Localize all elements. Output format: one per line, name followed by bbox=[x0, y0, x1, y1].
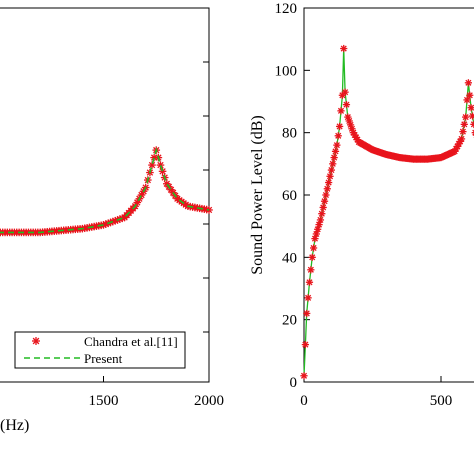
legend-marker-chandra bbox=[32, 337, 40, 345]
right-data-marker bbox=[337, 107, 345, 115]
right-data-marker bbox=[467, 104, 474, 112]
right-data-marker bbox=[329, 160, 337, 168]
left-data-marker bbox=[156, 161, 165, 169]
left-series bbox=[0, 146, 213, 237]
right-data-marker bbox=[466, 91, 474, 99]
legend-asterisk-icon bbox=[32, 337, 40, 345]
right-data-marker bbox=[333, 141, 341, 149]
right-data-marker bbox=[464, 79, 472, 87]
right-data-marker bbox=[308, 253, 316, 261]
legend-label-present: Present bbox=[84, 351, 123, 366]
right-data-marker bbox=[320, 197, 329, 205]
right-y-tick-label: 60 bbox=[282, 188, 297, 204]
right-data-marker bbox=[330, 154, 338, 162]
right-data-marker bbox=[307, 266, 315, 274]
right-data-marker bbox=[331, 147, 340, 155]
right-data-marker bbox=[304, 294, 312, 302]
right-data-marker bbox=[340, 44, 348, 53]
right-data-marker bbox=[318, 210, 326, 218]
right-y-tick-label: 0 bbox=[290, 375, 298, 391]
right-y-tick-label: 20 bbox=[282, 313, 297, 329]
right-data-marker bbox=[462, 113, 470, 121]
right-data-marker bbox=[322, 191, 330, 199]
right-data-marker bbox=[470, 120, 474, 128]
right-data-marker bbox=[316, 216, 325, 224]
right-present-line bbox=[303, 48, 474, 376]
right-series bbox=[300, 44, 474, 380]
left-x-axis-label: (Hz) bbox=[0, 417, 29, 434]
right-x-tick-label: 0 bbox=[300, 393, 308, 409]
right-data-marker bbox=[325, 178, 333, 187]
left-ticks: 1500 2000 bbox=[89, 61, 224, 409]
right-y-axis-label: Sound Power Level (dB) bbox=[249, 115, 266, 275]
right-data-marker bbox=[342, 101, 351, 109]
right-data-marker bbox=[323, 185, 331, 193]
right-y-tick-label: 120 bbox=[275, 1, 298, 17]
left-panel: 1500 2000 (Hz) Chandra et al.[11] Present bbox=[0, 7, 224, 434]
right-data-marker bbox=[341, 88, 349, 96]
right-data-marker bbox=[309, 244, 318, 252]
right-data-marker bbox=[457, 135, 466, 143]
left-x-tick-label: 2000 bbox=[194, 393, 224, 409]
right-data-marker bbox=[334, 132, 342, 140]
legend-box bbox=[14, 331, 186, 369]
right-data-marker bbox=[300, 372, 308, 380]
right-data-marker bbox=[459, 128, 467, 136]
right-data-marker bbox=[327, 166, 335, 174]
left-present-line bbox=[0, 147, 210, 234]
legend-label-chandra: Chandra et al.[11] bbox=[84, 334, 178, 349]
right-data-marker bbox=[468, 112, 474, 120]
right-ticks: 0 20 40 60 80 100 120 0 500 bbox=[275, 1, 453, 409]
right-y-tick-label: 100 bbox=[275, 63, 298, 79]
right-data-marker bbox=[305, 278, 314, 286]
right-data-marker bbox=[326, 172, 334, 180]
legend: Chandra et al.[11] Present bbox=[14, 331, 186, 369]
right-data-marker bbox=[301, 341, 309, 349]
right-data-marker bbox=[336, 122, 344, 131]
right-y-tick-label: 80 bbox=[282, 126, 297, 142]
left-x-tick-label: 1500 bbox=[89, 393, 119, 409]
right-data-marker bbox=[319, 203, 327, 212]
right-y-tick-label: 40 bbox=[282, 250, 297, 266]
right-data-marker bbox=[460, 120, 468, 128]
right-panel: 0 20 40 60 80 100 120 0 500 Sound Power Level (d… bbox=[249, 1, 474, 409]
right-x-tick-label: 500 bbox=[430, 393, 453, 409]
right-data-marker bbox=[303, 309, 311, 318]
